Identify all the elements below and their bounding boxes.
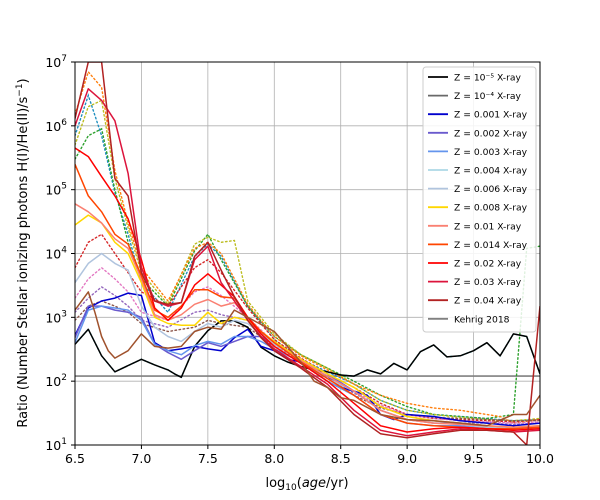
legend-label: Z = 0.008 X-ray bbox=[454, 203, 528, 214]
legend-label: Z = 0.02 X-ray bbox=[454, 259, 522, 270]
y-tick-label: 107 bbox=[45, 54, 67, 70]
series-line bbox=[74, 61, 541, 446]
x-tick-label: 8.0 bbox=[264, 451, 284, 466]
x-axis-ticks: 6.5 7.0 7.5 8.0 8.5 9.0 9.5 10.0 bbox=[65, 445, 554, 466]
series-line bbox=[74, 88, 541, 437]
series-layer bbox=[74, 61, 541, 446]
y-tick-label: 103 bbox=[45, 309, 67, 325]
legend-label: Z = 0.002 X-ray bbox=[454, 128, 528, 139]
y-tick-label: 101 bbox=[45, 437, 67, 453]
x-axis-label-prefix: log bbox=[265, 476, 285, 491]
x-tick-label: 9.5 bbox=[464, 451, 484, 466]
x-tick-label: 7.0 bbox=[131, 451, 151, 466]
x-tick-label: 9.0 bbox=[397, 451, 417, 466]
legend-label: Z = 0.001 X-ray bbox=[454, 110, 528, 121]
x-axis-label: log10(age/yr) bbox=[265, 476, 348, 493]
x-axis-label-sub: 10 bbox=[285, 483, 297, 493]
x-tick-label: 8.5 bbox=[331, 451, 351, 466]
x-tick-label: 10.0 bbox=[526, 451, 554, 466]
legend-label: Z = 0.014 X-ray bbox=[454, 240, 528, 251]
y-axis-label-end: ) bbox=[16, 78, 31, 83]
legend-box bbox=[422, 66, 537, 333]
x-tick-label: 7.5 bbox=[198, 451, 218, 466]
legend-label: Z = 0.003 X-ray bbox=[454, 147, 528, 158]
legend-label: Z = 0.01 X-ray bbox=[454, 221, 522, 232]
x-axis-label-italic: age bbox=[302, 476, 326, 491]
x-axis-label-open: ( bbox=[297, 476, 302, 491]
legend-label: Z = 0.03 X-ray bbox=[454, 277, 522, 288]
y-tick-label: 106 bbox=[45, 118, 67, 134]
legend-label: Z = 0.004 X-ray bbox=[454, 166, 528, 177]
y-axis-label-sup: −1 bbox=[15, 83, 25, 96]
legend-label: Kehrig 2018 bbox=[454, 314, 510, 325]
y-tick-label: 102 bbox=[45, 373, 67, 389]
series-line bbox=[74, 70, 541, 424]
legend-label: Z = 10⁻⁴ X-ray bbox=[454, 91, 522, 102]
y-axis-label: Ratio (Number Stellar ionizing photons H… bbox=[15, 78, 31, 427]
x-tick-label: 6.5 bbox=[65, 451, 85, 466]
y-axis-ticks: 101 102 103 104 105 106 107 bbox=[45, 54, 75, 453]
series-line bbox=[74, 291, 541, 427]
plot-right-mask bbox=[540, 0, 600, 500]
plot-top-mask bbox=[0, 0, 600, 62]
series-line bbox=[74, 286, 541, 426]
y-tick-label: 104 bbox=[45, 246, 67, 262]
x-axis-label-suffix: /yr) bbox=[326, 476, 349, 491]
series-line bbox=[74, 266, 541, 424]
plot-bottom-mask bbox=[0, 445, 600, 500]
y-tick-label: 105 bbox=[45, 182, 67, 198]
plot-left-mask bbox=[0, 0, 75, 500]
legend-label: Z = 0.04 X-ray bbox=[454, 296, 522, 307]
y-axis-label-main: Ratio (Number Stellar ionizing photons H… bbox=[16, 96, 31, 427]
legend-label: Z = 0.006 X-ray bbox=[454, 184, 528, 195]
legend: Z = 10⁻⁵ X-ray Z = 10⁻⁴ X-ray Z = 0.001 X-… bbox=[422, 66, 537, 333]
legend-label: Z = 10⁻⁵ X-ray bbox=[454, 73, 522, 84]
series-line bbox=[74, 127, 541, 420]
